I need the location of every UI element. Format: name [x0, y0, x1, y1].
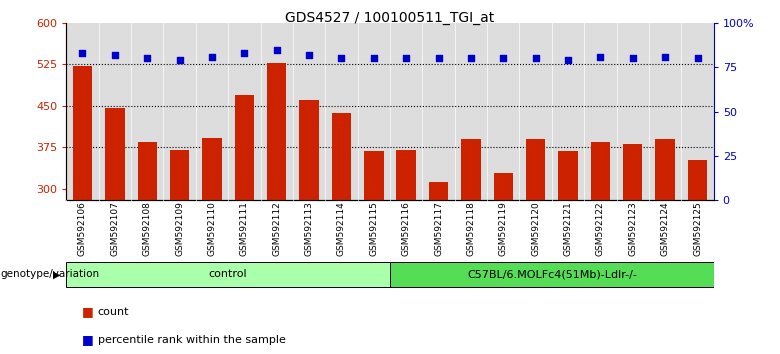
Bar: [429, 182, 448, 354]
Bar: [137, 142, 157, 354]
Text: GSM592112: GSM592112: [272, 201, 282, 256]
Text: percentile rank within the sample: percentile rank within the sample: [98, 335, 285, 345]
Point: [206, 54, 218, 59]
Bar: [267, 63, 286, 354]
Text: GSM592115: GSM592115: [369, 201, 378, 256]
Text: genotype/variation: genotype/variation: [1, 269, 100, 279]
Text: GSM592118: GSM592118: [466, 201, 476, 256]
Bar: [623, 144, 643, 354]
Point: [659, 54, 672, 59]
Text: GSM592110: GSM592110: [207, 201, 217, 256]
Point: [238, 50, 250, 56]
Text: ▶: ▶: [53, 269, 61, 279]
Text: GSM592117: GSM592117: [434, 201, 443, 256]
Bar: [526, 139, 545, 354]
Text: control: control: [209, 269, 247, 279]
Text: ■: ■: [82, 305, 94, 318]
Text: GSM592125: GSM592125: [693, 201, 702, 256]
Bar: [66, 262, 390, 287]
Bar: [390, 262, 714, 287]
Text: GSM592119: GSM592119: [498, 201, 508, 256]
Point: [432, 56, 445, 61]
Bar: [558, 152, 578, 354]
Text: GSM592120: GSM592120: [531, 201, 541, 256]
Text: GSM592107: GSM592107: [110, 201, 119, 256]
Text: GSM592109: GSM592109: [175, 201, 184, 256]
Bar: [332, 113, 351, 354]
Point: [271, 47, 283, 52]
Bar: [396, 150, 416, 354]
Text: GSM592123: GSM592123: [628, 201, 637, 256]
Point: [173, 57, 186, 63]
Point: [626, 56, 639, 61]
Point: [594, 54, 607, 59]
Bar: [170, 150, 190, 354]
Point: [497, 56, 509, 61]
Text: GSM592116: GSM592116: [402, 201, 411, 256]
Text: GSM592122: GSM592122: [596, 201, 605, 256]
Text: GSM592114: GSM592114: [337, 201, 346, 256]
Text: C57BL/6.MOLFc4(51Mb)-Ldlr-/-: C57BL/6.MOLFc4(51Mb)-Ldlr-/-: [467, 269, 636, 279]
Text: GSM592121: GSM592121: [563, 201, 573, 256]
Point: [303, 52, 315, 58]
Bar: [494, 173, 513, 354]
Point: [335, 56, 348, 61]
Text: GSM592108: GSM592108: [143, 201, 152, 256]
Bar: [590, 142, 610, 354]
Point: [400, 56, 413, 61]
Text: GSM592113: GSM592113: [304, 201, 314, 256]
Point: [562, 57, 574, 63]
Bar: [235, 95, 254, 354]
Text: GDS4527 / 100100511_TGI_at: GDS4527 / 100100511_TGI_at: [285, 11, 495, 25]
Text: ■: ■: [82, 333, 94, 346]
Bar: [300, 101, 319, 354]
Bar: [688, 160, 707, 354]
Bar: [364, 152, 384, 354]
Bar: [73, 65, 92, 354]
Point: [76, 50, 89, 56]
Point: [108, 52, 121, 58]
Point: [465, 56, 477, 61]
Text: GSM592106: GSM592106: [78, 201, 87, 256]
Text: count: count: [98, 307, 129, 316]
Point: [691, 56, 704, 61]
Point: [530, 56, 542, 61]
Text: GSM592111: GSM592111: [239, 201, 249, 256]
Point: [367, 56, 380, 61]
Bar: [105, 108, 125, 354]
Bar: [202, 138, 222, 354]
Bar: [655, 139, 675, 354]
Bar: [461, 139, 480, 354]
Text: GSM592124: GSM592124: [661, 201, 670, 256]
Point: [141, 56, 154, 61]
